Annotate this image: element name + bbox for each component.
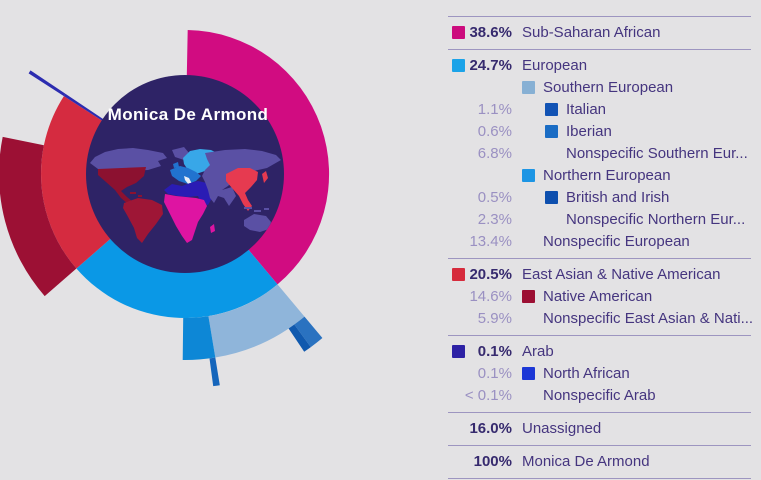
legend-label: Italian: [566, 101, 607, 118]
legend-row-italian[interactable]: 1.1% Italian: [448, 99, 751, 121]
legend-label: Unassigned: [522, 420, 602, 437]
legend-row-nonspecific-european[interactable]: 13.4% Nonspecific European: [448, 231, 751, 253]
legend-label: Nonspecific European: [543, 233, 690, 250]
legend-row-sub-saharan-african[interactable]: 38.6% Sub-Saharan African: [448, 22, 751, 44]
color-swatch-east-asian-native-american: [452, 268, 465, 281]
legend-row-arab[interactable]: 0.1% Arab: [448, 341, 751, 363]
arc-italian[interactable]: [294, 316, 323, 348]
legend-label: Nonspecific Southern Eur...: [566, 145, 748, 162]
ancestry-arcs: [0, 30, 330, 387]
color-swatch-british-and-irish: [545, 191, 558, 204]
legend-label: Sub-Saharan African: [522, 24, 661, 41]
legend-percent: 20.5%: [469, 266, 512, 283]
legend-label: Arab: [522, 343, 554, 360]
legend-group: 100% Monica De Armond: [448, 445, 751, 478]
color-swatch-arab: [452, 345, 465, 358]
color-swatch-north-african: [522, 367, 535, 380]
world-map: [90, 147, 281, 243]
arc-native-american[interactable]: [0, 136, 77, 297]
arc-european[interactable]: [76, 238, 278, 318]
legend-group: 24.7% European Southern European 1.1% Italia…: [448, 49, 751, 258]
legend-percent: 5.9%: [477, 310, 512, 327]
legend-row-monica-de-armond[interactable]: 100% Monica De Armond: [448, 451, 751, 473]
legend-row-southern-european[interactable]: Southern European: [448, 77, 751, 99]
ancestry-wheel-chart: Monica De Armond: [0, 30, 330, 387]
color-swatch-european: [452, 59, 465, 72]
legend-percent: 0.5%: [477, 189, 512, 206]
arc-east-asian-native-american[interactable]: [41, 96, 112, 269]
arc-southern-european[interactable]: [208, 284, 305, 358]
legend-percent: 14.6%: [469, 288, 512, 305]
legend-label: Nonspecific East Asian & Nati...: [543, 310, 754, 327]
legend-row-north-african[interactable]: 0.1% North African: [448, 363, 751, 385]
legend-row-east-asian-native-american[interactable]: 20.5% East Asian & Native American: [448, 264, 751, 286]
wheel-center-name: Monica De Armond: [108, 105, 269, 124]
legend-group: 0.1% Arab 0.1% North African < 0.1% Nonspecif…: [448, 335, 751, 412]
legend-percent: 16.0%: [469, 420, 512, 437]
legend-label: North African: [543, 365, 630, 382]
legend-label: Native American: [543, 288, 653, 305]
color-swatch-northern-european: [522, 169, 535, 182]
arc-british-and-irish[interactable]: [209, 357, 220, 387]
legend-percent: 13.4%: [469, 233, 512, 250]
legend-label: Iberian: [566, 123, 612, 140]
legend-row-nonspecific-arab[interactable]: < 0.1% Nonspecific Arab: [448, 385, 751, 407]
legend-group: 16.0% Unassigned: [448, 412, 751, 445]
color-swatch-native-american: [522, 290, 535, 303]
legend-percent: 1.1%: [477, 101, 512, 118]
legend-percent: 0.6%: [477, 123, 512, 140]
legend-row-european[interactable]: 24.7% European: [448, 55, 751, 77]
ancestry-legend: 38.6% Sub-Saharan African 24.7% European Sou…: [448, 16, 754, 479]
legend-label: European: [522, 57, 588, 74]
legend-row-nonspecific-northern-eur[interactable]: 2.3% Nonspecific Northern Eur...: [448, 209, 751, 231]
legend-row-unassigned[interactable]: 16.0% Unassigned: [448, 418, 751, 440]
color-swatch-italian: [545, 103, 558, 116]
color-swatch-sub-saharan-african: [452, 26, 465, 39]
arc-northern-european[interactable]: [182, 316, 216, 361]
legend-percent: 0.1%: [477, 365, 512, 382]
legend-row-british-and-irish[interactable]: 0.5% British and Irish: [448, 187, 751, 209]
legend-group: 38.6% Sub-Saharan African: [448, 16, 751, 49]
legend-row-native-american[interactable]: 14.6% Native American: [448, 286, 751, 308]
legend-label: Monica De Armond: [522, 453, 650, 470]
legend-row-iberian[interactable]: 0.6% Iberian: [448, 121, 751, 143]
legend-group: 20.5% East Asian & Native American 14.6% Na…: [448, 258, 754, 335]
legend-percent: 2.3%: [477, 211, 512, 228]
arc-north-african[interactable]: [28, 70, 66, 97]
legend-row-nonspecific-east-asian-nati[interactable]: 5.9% Nonspecific East Asian & Nati...: [448, 308, 754, 330]
arc-sub-saharan-african[interactable]: [186, 30, 330, 285]
color-swatch-southern-european: [522, 81, 535, 94]
color-swatch-iberian: [545, 125, 558, 138]
legend-row-northern-european[interactable]: Northern European: [448, 165, 751, 187]
legend-row-nonspecific-southern-eur[interactable]: 6.8% Nonspecific Southern Eur...: [448, 143, 751, 165]
legend-percent: 6.8%: [477, 145, 512, 162]
legend-label: Nonspecific Arab: [543, 387, 656, 404]
legend-label: Southern European: [543, 79, 674, 96]
legend-percent: 100%: [473, 453, 512, 470]
legend-label: Nonspecific Northern Eur...: [566, 211, 746, 228]
legend-percent: 0.1%: [477, 343, 512, 360]
legend-label: East Asian & Native American: [522, 266, 721, 283]
legend-percent: 38.6%: [469, 24, 512, 41]
arc-iberian[interactable]: [288, 324, 311, 352]
legend-label: Northern European: [543, 167, 671, 184]
legend-percent: 24.7%: [469, 57, 512, 74]
legend-percent: < 0.1%: [464, 387, 512, 404]
arc-arab[interactable]: [63, 93, 104, 121]
legend-label: British and Irish: [566, 189, 670, 206]
